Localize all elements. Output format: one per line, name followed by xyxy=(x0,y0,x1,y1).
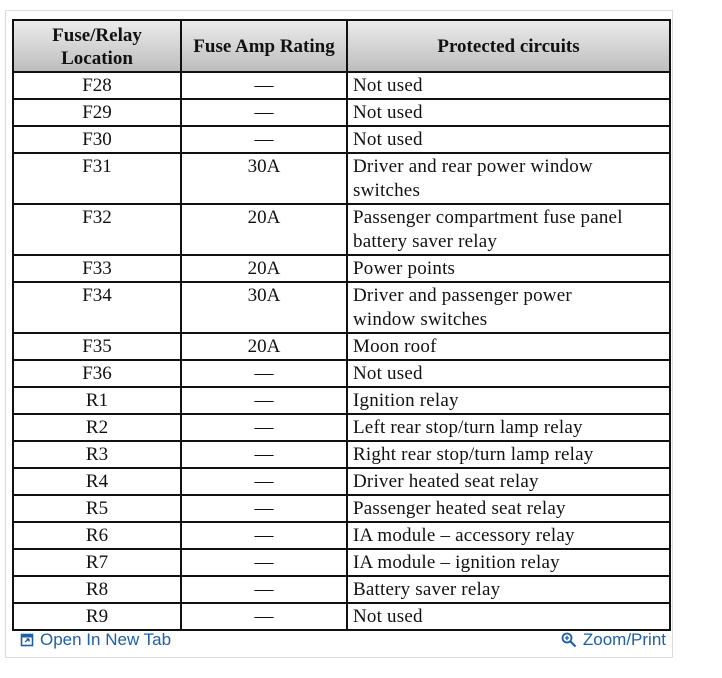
table-cell: Not used xyxy=(346,125,671,154)
table-cell: F36 xyxy=(12,359,182,388)
table-row: F34 30A Driver and passenger power window … xyxy=(12,281,671,334)
open-new-tab-text: Open In New Tab xyxy=(40,630,172,649)
table-row: R1— Ignition relay xyxy=(12,386,671,415)
table-cell: Driver and rear power window switches xyxy=(346,152,671,205)
table-cell: 20A xyxy=(180,203,348,256)
table-cell: R3 xyxy=(12,440,182,469)
table-cell: IA module – ignition relay xyxy=(346,548,671,577)
table-cell: — xyxy=(180,386,348,415)
table-cell: R5 xyxy=(12,494,182,523)
table-cell: — xyxy=(180,98,348,127)
table-row: R9— Not used xyxy=(12,602,671,631)
table-cell: F31 xyxy=(12,152,182,205)
table-cell: Battery saver relay xyxy=(346,575,671,604)
table-cell: Left rear stop/turn lamp relay xyxy=(346,413,671,442)
header-cell: Fuse Amp Rating xyxy=(180,19,348,73)
table-cell: R6 xyxy=(12,521,182,550)
open-new-tab-link[interactable]: Open In New Tab xyxy=(20,630,171,650)
table-row: R5— Passenger heated seat relay xyxy=(12,494,671,523)
table-cell: Passenger compartment fuse panel battery… xyxy=(346,203,671,256)
table-cell: — xyxy=(180,494,348,523)
table-cell: Driver heated seat relay xyxy=(346,467,671,496)
table-cell: 30A xyxy=(180,281,348,334)
zoom-print-link[interactable]: Zoom/Print xyxy=(561,630,666,650)
table-cell: Right rear stop/turn lamp relay xyxy=(346,440,671,469)
table-cell: 20A xyxy=(180,332,348,361)
table-cell: — xyxy=(180,440,348,469)
table-cell: — xyxy=(180,575,348,604)
table-row: F30— Not used xyxy=(12,125,671,154)
open-icon xyxy=(20,633,34,647)
table-cell: Not used xyxy=(346,359,671,388)
table-cell: — xyxy=(180,71,348,100)
table-cell: Passenger heated seat relay xyxy=(346,494,671,523)
table-cell: F29 xyxy=(12,98,182,127)
table-cell: Not used xyxy=(346,98,671,127)
table-cell: R2 xyxy=(12,413,182,442)
table-cell: — xyxy=(180,548,348,577)
table-cell: R9 xyxy=(12,602,182,631)
table-cell: F34 xyxy=(12,281,182,334)
table-row: F35 20A Moon roof xyxy=(12,332,671,361)
table-cell: F33 xyxy=(12,254,182,283)
table-cell: F32 xyxy=(12,203,182,256)
table-cell: Not used xyxy=(346,71,671,100)
table-cell: — xyxy=(180,359,348,388)
table-cell: F30 xyxy=(12,125,182,154)
table-cell: 20A xyxy=(180,254,348,283)
zoom-print-text: Zoom/Print xyxy=(582,630,666,649)
fuse-table: Fuse/Relay Location Fuse Amp Rating Protec… xyxy=(12,19,671,631)
table-cell: — xyxy=(180,521,348,550)
table-cell: Not used xyxy=(346,602,671,631)
header-cell: Protected circuits xyxy=(346,19,671,73)
table-cell: R1 xyxy=(12,386,182,415)
table-cell: R7 xyxy=(12,548,182,577)
table-row: F36— Not used xyxy=(12,359,671,388)
table-cell: 30A xyxy=(180,152,348,205)
table-row: F32 20A Passenger compartment fuse panel b… xyxy=(12,203,671,256)
table-cell: F35 xyxy=(12,332,182,361)
table-row: R3— Right rear stop/turn lamp relay xyxy=(12,440,671,469)
table-cell: Driver and passenger power window switch… xyxy=(346,281,671,334)
table-cell: F28 xyxy=(12,71,182,100)
table-row: R7— IA module – ignition relay xyxy=(12,548,671,577)
table-cell: R8 xyxy=(12,575,182,604)
zoom-icon xyxy=(561,632,577,648)
table-cell: R4 xyxy=(12,467,182,496)
table-cell: — xyxy=(180,413,348,442)
table-row: F28— Not used xyxy=(12,71,671,100)
table-row: F29— Not used xyxy=(12,98,671,127)
table-cell: Power points xyxy=(346,254,671,283)
header-cell: Fuse/Relay Location xyxy=(12,19,182,73)
table-cell: Ignition relay xyxy=(346,386,671,415)
header-row: Fuse/Relay Location Fuse Amp Rating Protec… xyxy=(12,19,671,73)
table-row: F31 30A Driver and rear power window switc… xyxy=(12,152,671,205)
table-row: F33 20A Power points xyxy=(12,254,671,283)
table-row: R4— Driver heated seat relay xyxy=(12,467,671,496)
table-cell: — xyxy=(180,125,348,154)
table-cell: Moon roof xyxy=(346,332,671,361)
table-body: F28— Not used F29— Not used F30— Not used F31 3… xyxy=(12,71,671,631)
table-row: R2— Left rear stop/turn lamp relay xyxy=(12,413,671,442)
table-row: R6— IA module – accessory relay xyxy=(12,521,671,550)
table-row: R8— Battery saver relay xyxy=(12,575,671,604)
table-cell: — xyxy=(180,467,348,496)
table-cell: IA module – accessory relay xyxy=(346,521,671,550)
table-cell: — xyxy=(180,602,348,631)
